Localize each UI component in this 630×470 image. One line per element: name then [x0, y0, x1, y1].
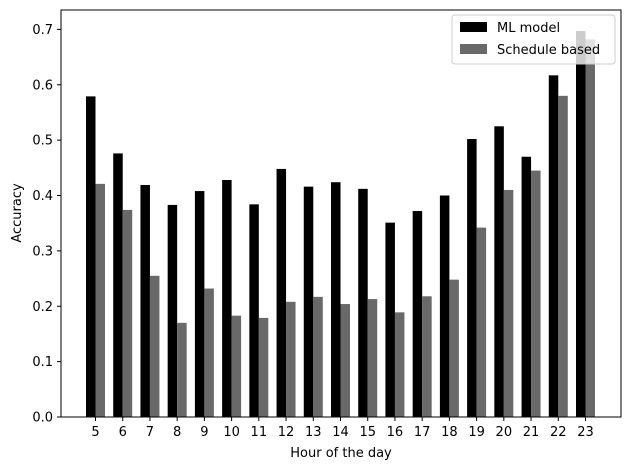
y-tick-label-0.1: 0.1: [32, 355, 53, 370]
y-tick-label-0.6: 0.6: [32, 78, 53, 93]
legend-swatch-schedule-based: [460, 44, 487, 54]
legend: ML model Schedule based: [451, 14, 616, 65]
legend-label-schedule-based: Schedule based: [497, 43, 600, 58]
bar-ml-model-hour-10: [222, 180, 232, 417]
bar-ml-model-hour-15: [358, 188, 368, 417]
x-tick-label-9: 9: [200, 425, 208, 440]
bar-schedule-based-hour-5: [95, 183, 105, 417]
bar-ml-model-hour-16: [385, 222, 395, 417]
y-tick-label-0.3: 0.3: [32, 244, 53, 259]
bar-ml-model-hour-12: [276, 168, 287, 417]
x-tick-label-13: 13: [305, 425, 322, 440]
legend-frame: [451, 14, 616, 65]
bar-schedule-based-hour-9: [204, 288, 214, 417]
bar-ml-model-hour-8: [167, 204, 178, 417]
bar-schedule-based-hour-7: [149, 275, 160, 417]
x-tick-label-6: 6: [119, 425, 127, 440]
x-tick-label-22: 22: [550, 425, 567, 440]
bar-schedule-based-hour-8: [177, 322, 187, 417]
bar-schedule-based-hour-12: [286, 301, 296, 417]
x-axis-label: Hour of the day: [290, 446, 392, 461]
legend-label-ml-model: ML model: [497, 21, 560, 36]
bar-ml-model-hour-23: [576, 31, 586, 417]
bar-schedule-based-hour-21: [531, 170, 541, 417]
bar-schedule-based-hour-22: [558, 95, 568, 417]
x-tick-label-21: 21: [523, 425, 540, 440]
bar-schedule-based-hour-19: [476, 227, 487, 417]
x-tick-label-10: 10: [223, 425, 240, 440]
y-tick-label-0.4: 0.4: [32, 189, 53, 204]
bar-schedule-based-hour-20: [503, 189, 514, 417]
x-tick-label-19: 19: [468, 425, 485, 440]
y-tick-label-0.0: 0.0: [32, 411, 53, 426]
bars-group: [86, 31, 595, 418]
bar-ml-model-hour-9: [194, 191, 205, 417]
x-tick-label-16: 16: [387, 425, 404, 440]
x-ticks-group: 5 6 7 8 9 10 11 12 13 14 15 16 17 18 19 20 21 22 23: [91, 417, 594, 440]
bar-schedule-based-hour-10: [231, 315, 242, 417]
y-ticks-group: 0.0 0.1 0.2 0.3 0.4 0.5 0.6 0.7: [32, 23, 61, 426]
y-tick-label-0.7: 0.7: [32, 23, 53, 38]
x-tick-label-14: 14: [332, 425, 349, 440]
bar-ml-model-hour-5: [86, 96, 96, 417]
bar-ml-model-hour-6: [113, 153, 123, 418]
bar-ml-model-hour-11: [249, 204, 259, 417]
bar-ml-model-hour-21: [521, 156, 532, 418]
bar-schedule-based-hour-17: [422, 296, 432, 417]
x-tick-label-8: 8: [173, 425, 181, 440]
bar-schedule-based-hour-15: [367, 299, 378, 417]
bar-schedule-based-hour-23: [585, 39, 595, 417]
x-tick-label-11: 11: [251, 425, 268, 440]
plot-frame: [60, 9, 622, 418]
bar-schedule-based-hour-13: [313, 296, 323, 417]
x-tick-label-20: 20: [496, 425, 513, 440]
y-tick-label-0.2: 0.2: [32, 300, 53, 315]
bar-schedule-based-hour-14: [340, 304, 350, 417]
bar-schedule-based-hour-16: [394, 312, 405, 417]
bar-ml-model-hour-13: [303, 186, 314, 417]
bar-schedule-based-hour-6: [122, 209, 133, 417]
x-tick-label-23: 23: [577, 425, 594, 440]
bar-ml-model-hour-18: [439, 195, 450, 417]
bar-ml-model-hour-22: [548, 75, 559, 417]
bar-ml-model-hour-20: [494, 126, 504, 417]
bar-schedule-based-hour-18: [449, 279, 459, 417]
y-tick-label-0.5: 0.5: [32, 134, 53, 149]
bar-ml-model-hour-14: [331, 182, 341, 417]
x-tick-label-7: 7: [146, 425, 154, 440]
bar-ml-model-hour-7: [140, 184, 150, 417]
x-tick-label-12: 12: [278, 425, 295, 440]
bar-ml-model-hour-17: [412, 211, 423, 417]
legend-swatch-ml-model: [460, 22, 487, 32]
x-tick-label-17: 17: [414, 425, 431, 440]
bar-ml-model-hour-19: [467, 139, 477, 417]
x-tick-label-5: 5: [91, 425, 99, 440]
bar-schedule-based-hour-11: [258, 317, 269, 417]
x-tick-label-18: 18: [441, 425, 458, 440]
x-tick-label-15: 15: [359, 425, 376, 440]
y-axis-label: Accuracy: [10, 183, 25, 243]
